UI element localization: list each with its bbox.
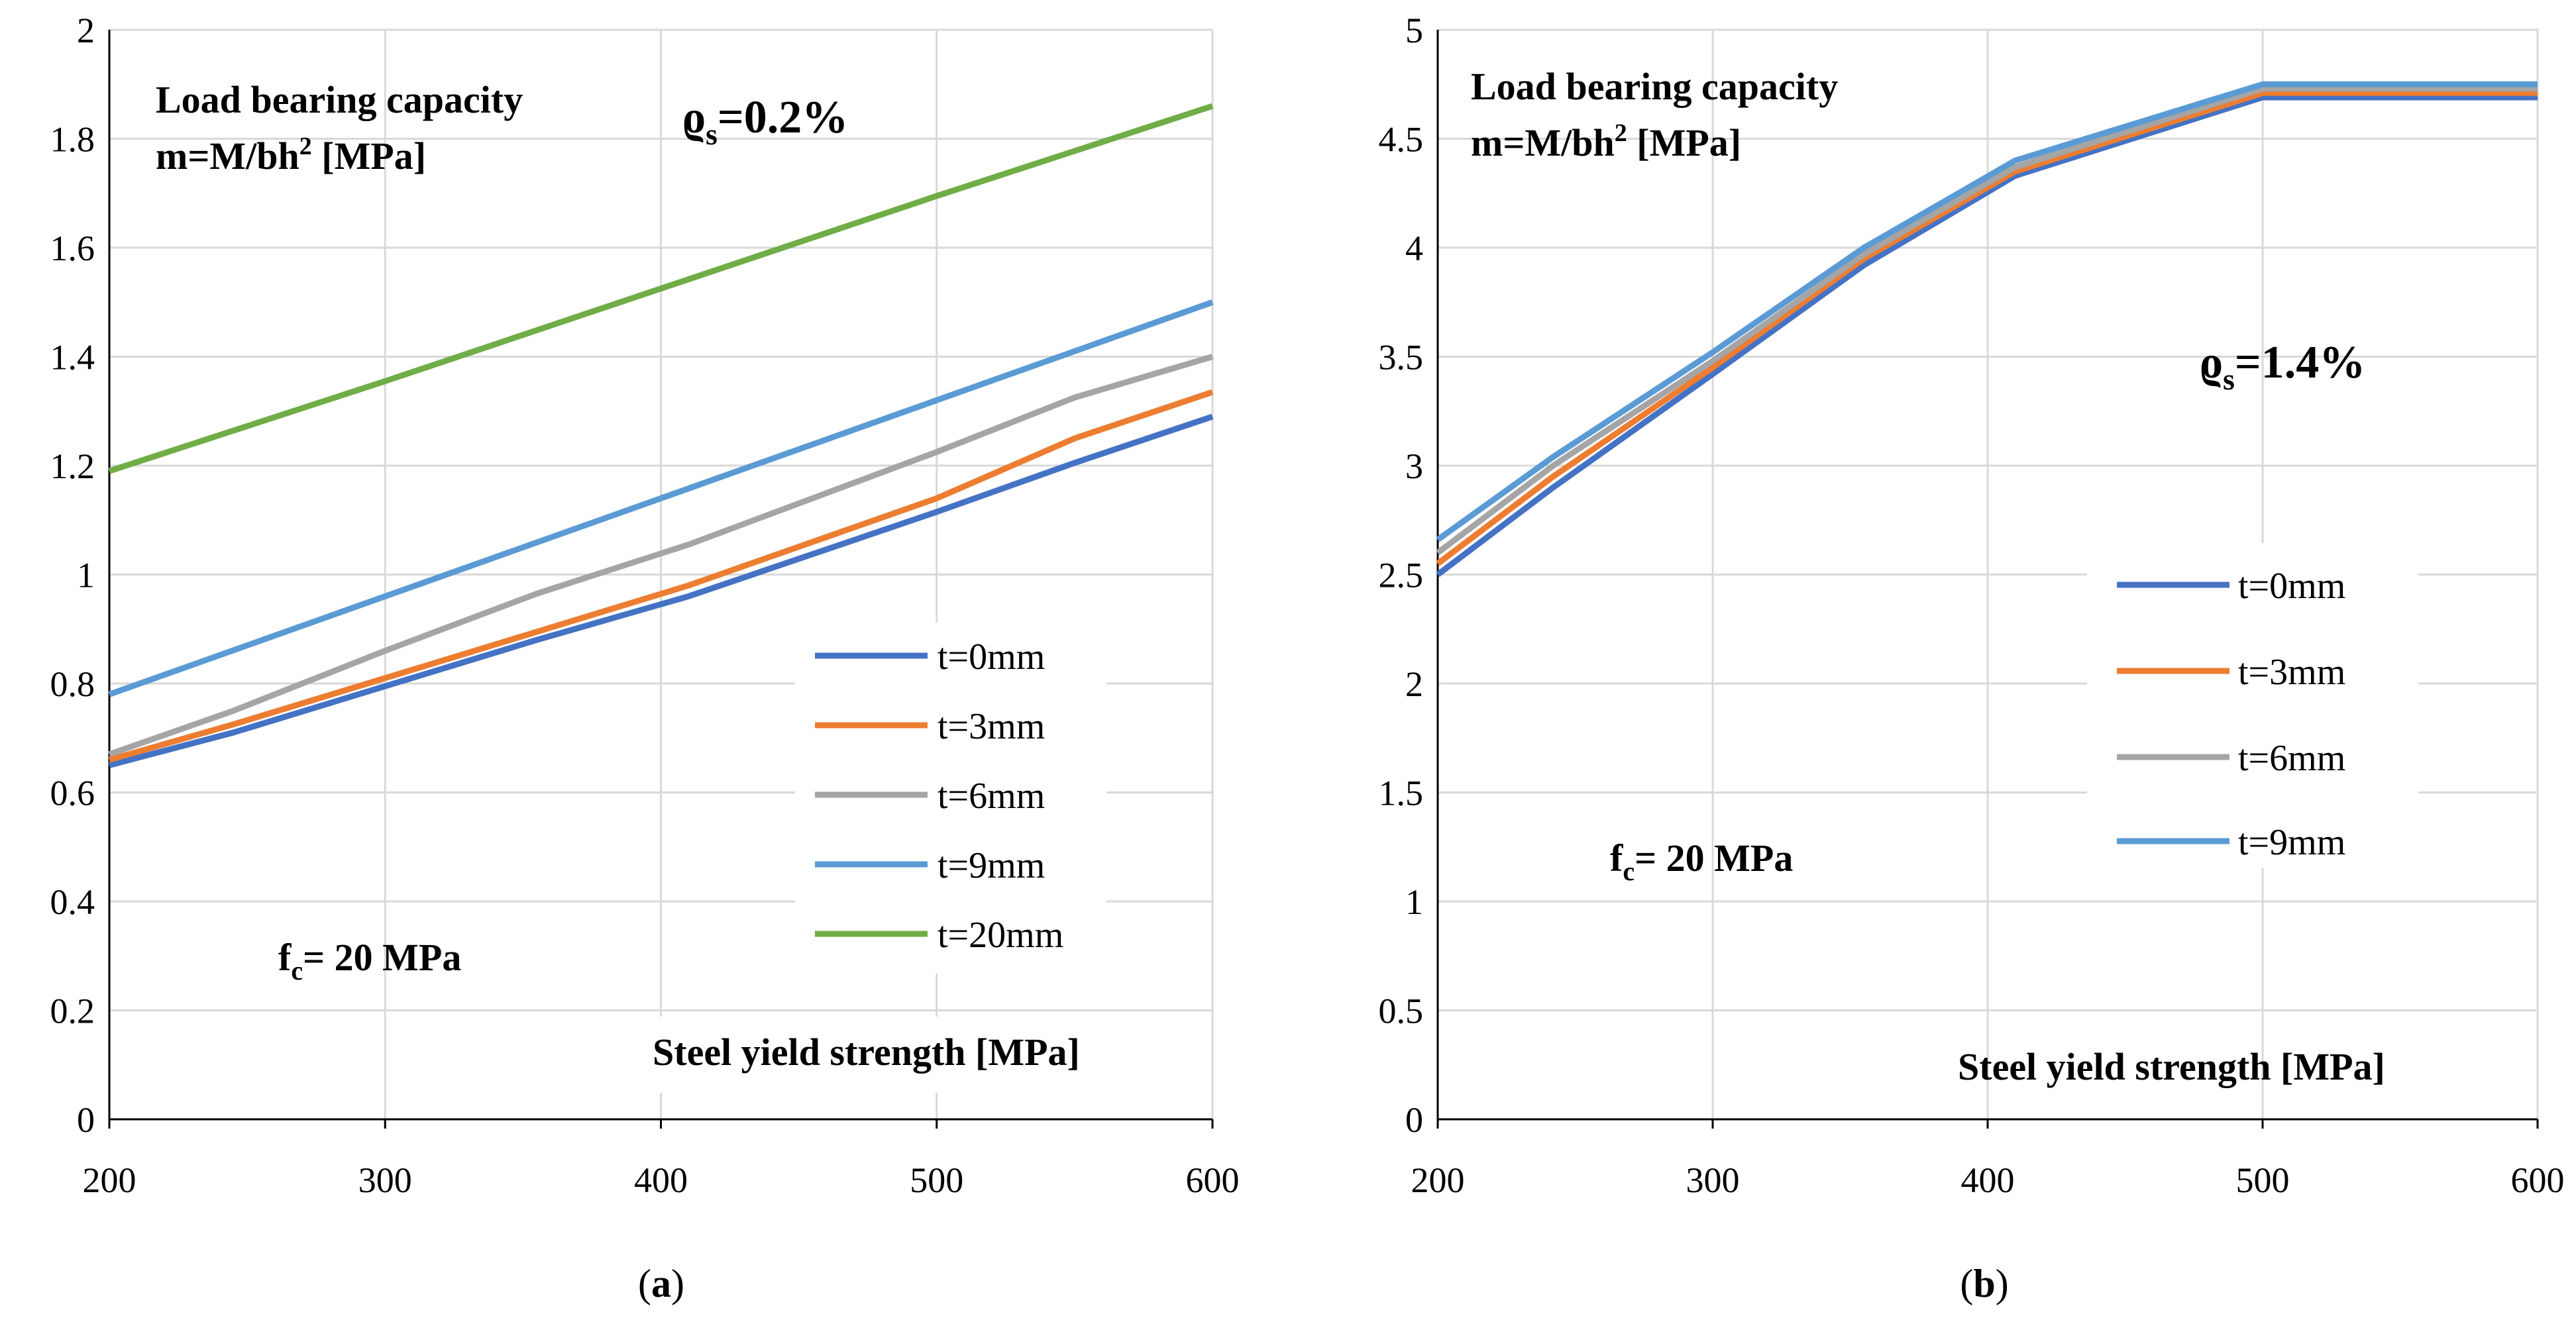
y-tick-label-b-7: 3.5 — [1379, 338, 1424, 378]
rho-annotation-a: ϱs=0.2% — [682, 92, 848, 151]
x-tick-label-a-1: 300 — [358, 1160, 412, 1200]
xlabel-background-a — [646, 1017, 1196, 1093]
x-tick-label-a-3: 500 — [910, 1160, 963, 1200]
tick-labels-b: 0 0.5 1 1.5 2 2.5 3 3.5 4 4.5 5 200 300 400 500 600 — [1379, 11, 2565, 1200]
legend-item-a-1: t=3mm — [815, 706, 1045, 747]
legend-item-a-0: t=0mm — [815, 636, 1045, 678]
y-tick-label-a-9: 1.8 — [50, 120, 95, 160]
y-tick-label-a-10: 2 — [77, 11, 95, 50]
legend-label-a-1: t=3mm — [938, 706, 1045, 747]
y-tick-label-b-0: 0 — [1405, 1100, 1423, 1140]
y-tick-label-b-3: 1.5 — [1379, 774, 1424, 813]
legend-label-b-1: t=3mm — [2238, 652, 2345, 693]
series-line-b-0 — [1436, 94, 2538, 578]
ylabel-line2-a: m=M/bh2 [MPa] — [156, 132, 426, 177]
legend-label-a-2: t=6mm — [938, 776, 1045, 817]
legend-item-a-4: t=20mm — [815, 915, 1063, 956]
y-tick-label-a-6: 1.2 — [50, 446, 95, 486]
y-tick-label-a-8: 1.6 — [50, 228, 95, 268]
y-tick-label-b-5: 2.5 — [1379, 556, 1424, 595]
legend-item-b-3: t=9mm — [2117, 822, 2345, 863]
x-tick-label-a-0: 200 — [83, 1160, 136, 1200]
ylabel-line1-b: Load bearing capacity — [1471, 65, 1838, 108]
fc-annotation-a: fc= 20 MPa — [278, 936, 461, 986]
legend-item-b-1: t=3mm — [2117, 652, 2345, 693]
x-tick-label-b-4: 600 — [2511, 1160, 2565, 1200]
y-tick-label-a-0: 0 — [77, 1100, 95, 1140]
legend-b: t=0mm t=3mm t=6mm t=9mm — [2117, 566, 2345, 863]
y-tick-label-b-10: 5 — [1405, 11, 1423, 50]
tick-labels-a: 0 0.2 0.4 0.6 0.8 1 1.2 1.4 1.6 1.8 2 200 300 400 500 6… — [50, 11, 1240, 1200]
series-line-a-0 — [108, 413, 1214, 768]
ylabel-line1-a: Load bearing capacity — [156, 78, 523, 121]
y-tick-label-b-9: 4.5 — [1379, 120, 1424, 160]
series-line-b-3 — [1436, 81, 2538, 542]
fc-annotation-b: fc= 20 MPa — [1610, 836, 1793, 886]
legend-a: t=0mm t=3mm t=6mm t=9mm t=20mm — [815, 636, 1063, 956]
series-lines-b — [1436, 81, 2538, 578]
legend-item-a-2: t=6mm — [815, 776, 1045, 817]
legend-label-a-3: t=9mm — [938, 845, 1045, 886]
legend-label-b-0: t=0mm — [2238, 566, 2345, 607]
caption-b: (b) — [1960, 1262, 2008, 1305]
y-tick-label-b-2: 1 — [1405, 882, 1423, 922]
legend-item-b-2: t=6mm — [2117, 738, 2345, 779]
y-tick-label-b-4: 2 — [1405, 664, 1423, 704]
x-tick-label-b-2: 400 — [1961, 1160, 2015, 1200]
xlabel-b: Steel yield strength [MPa] — [1958, 1045, 2385, 1088]
legend-background-a — [795, 623, 1106, 974]
legend-item-a-3: t=9mm — [815, 845, 1045, 886]
y-tick-label-a-7: 1.4 — [50, 338, 95, 378]
legend-label-b-3: t=9mm — [2238, 822, 2345, 863]
y-tick-label-b-1: 0.5 — [1379, 991, 1424, 1031]
y-tick-label-a-1: 0.2 — [50, 991, 95, 1031]
x-tick-label-a-4: 600 — [1186, 1160, 1240, 1200]
series-line-a-4 — [108, 103, 1214, 474]
legend-label-a-4: t=20mm — [938, 915, 1063, 956]
legend-item-b-0: t=0mm — [2117, 566, 2345, 607]
series-lines-a — [108, 103, 1214, 768]
y-tick-label-a-3: 0.6 — [50, 774, 95, 813]
y-tick-label-b-6: 3 — [1405, 446, 1423, 486]
panel-b: 0 0.5 1 1.5 2 2.5 3 3.5 4 4.5 5 200 300 400 500 600 Loa… — [1379, 11, 2565, 1305]
series-line-a-3 — [108, 299, 1214, 697]
x-tick-label-b-1: 300 — [1686, 1160, 1740, 1200]
xlabel-a: Steel yield strength [MPa] — [653, 1031, 1080, 1074]
ylabel-line2-b: m=M/bh2 [MPa] — [1471, 119, 1741, 164]
series-line-a-1 — [108, 389, 1214, 763]
y-tick-label-a-2: 0.4 — [50, 882, 95, 922]
legend-background-b — [2087, 543, 2418, 868]
x-tick-label-b-0: 200 — [1411, 1160, 1465, 1200]
x-tick-label-b-3: 500 — [2236, 1160, 2290, 1200]
x-tick-label-a-2: 400 — [634, 1160, 688, 1200]
y-tick-label-a-5: 1 — [77, 556, 95, 595]
series-line-b-1 — [1436, 89, 2538, 566]
caption-a: (a) — [638, 1262, 684, 1305]
axes-a — [108, 30, 1214, 1129]
y-tick-label-b-8: 4 — [1405, 228, 1423, 268]
legend-label-b-2: t=6mm — [2238, 738, 2345, 779]
legend-label-a-0: t=0mm — [938, 636, 1045, 678]
series-line-a-2 — [108, 354, 1214, 758]
series-line-b-2 — [1436, 85, 2538, 556]
rho-annotation-b: ϱs=1.4% — [2200, 337, 2365, 396]
y-tick-label-a-4: 0.8 — [50, 664, 95, 704]
panel-a: 0 0.2 0.4 0.6 0.8 1 1.2 1.4 1.6 1.8 2 200 300 400 500 6… — [50, 11, 1240, 1305]
